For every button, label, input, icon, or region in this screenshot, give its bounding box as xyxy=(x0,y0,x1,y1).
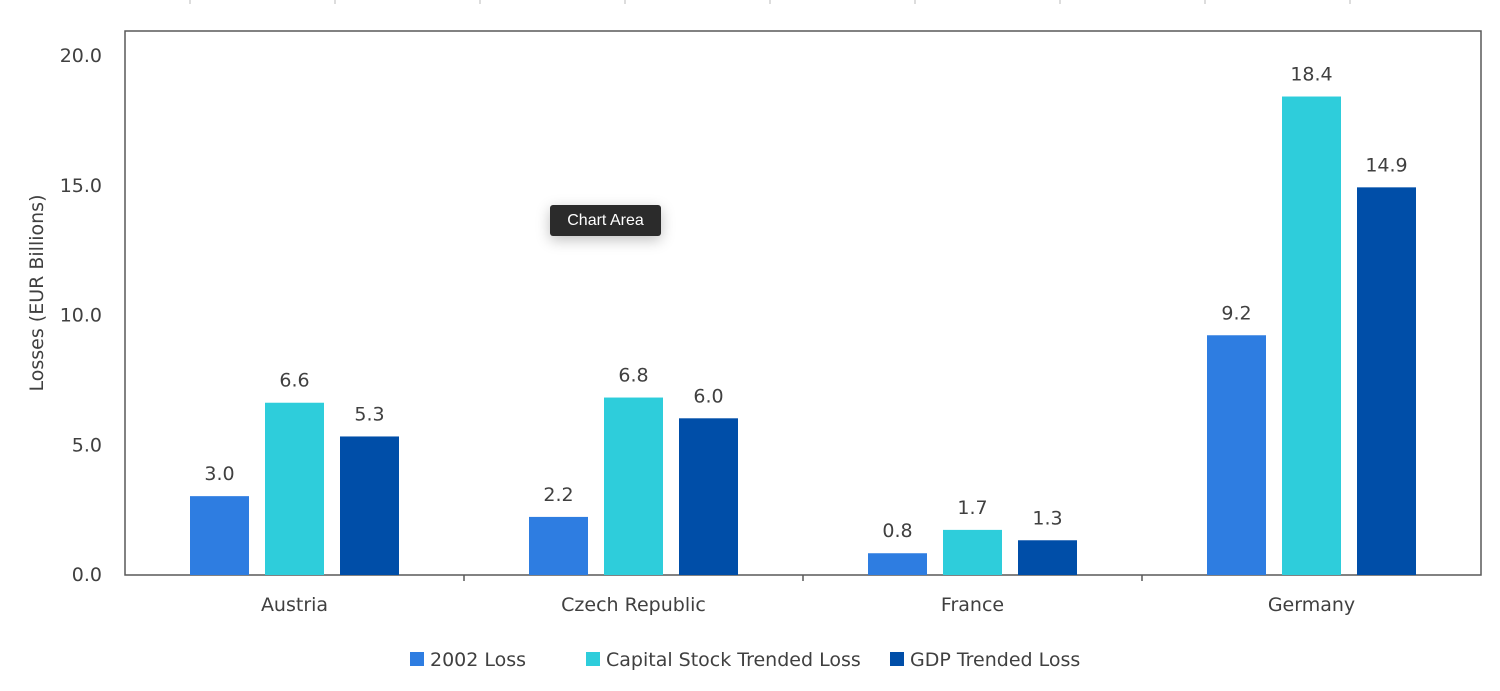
y-tick-label: 0.0 xyxy=(72,564,102,586)
legend-swatch xyxy=(586,652,600,666)
data-label: 18.4 xyxy=(1290,64,1332,86)
data-label: 1.7 xyxy=(957,497,987,519)
bar xyxy=(679,418,738,575)
bar xyxy=(943,529,1002,575)
data-label: 0.8 xyxy=(882,520,912,542)
legend-swatch xyxy=(410,652,424,666)
x-tick-label: Austria xyxy=(261,594,328,616)
data-label: 2.2 xyxy=(543,484,573,506)
bar xyxy=(529,516,588,575)
y-tick-label: 5.0 xyxy=(72,434,102,456)
y-tick-label: 15.0 xyxy=(60,175,102,197)
bar xyxy=(604,397,663,575)
bar xyxy=(868,553,927,575)
bar xyxy=(190,496,249,575)
data-label: 5.3 xyxy=(354,403,384,425)
bar xyxy=(1018,540,1077,575)
data-label: 6.6 xyxy=(279,370,309,392)
data-label: 3.0 xyxy=(204,463,234,485)
bar xyxy=(1357,187,1416,575)
x-tick-label: Germany xyxy=(1268,594,1355,616)
legend-label: GDP Trended Loss xyxy=(910,649,1080,671)
x-tick-label: Czech Republic xyxy=(561,594,706,616)
chart-area-tooltip: Chart Area xyxy=(550,205,661,236)
y-axis-label: Losses (EUR Billions) xyxy=(26,195,48,392)
bar xyxy=(1207,335,1266,575)
legend-swatch xyxy=(890,652,904,666)
bar xyxy=(265,402,324,575)
x-tick-label: France xyxy=(941,594,1004,616)
bar xyxy=(340,436,399,575)
data-label: 1.3 xyxy=(1032,507,1062,529)
data-label: 6.8 xyxy=(618,365,648,387)
y-tick-label: 20.0 xyxy=(60,45,102,67)
legend-label: 2002 Loss xyxy=(430,649,526,671)
plot-area-border xyxy=(124,30,1482,576)
data-label: 9.2 xyxy=(1221,302,1251,324)
legend-label: Capital Stock Trended Loss xyxy=(606,649,861,671)
y-tick-label: 10.0 xyxy=(60,305,102,327)
data-label: 14.9 xyxy=(1365,154,1407,176)
data-label: 6.0 xyxy=(693,385,723,407)
bar xyxy=(1282,96,1341,576)
